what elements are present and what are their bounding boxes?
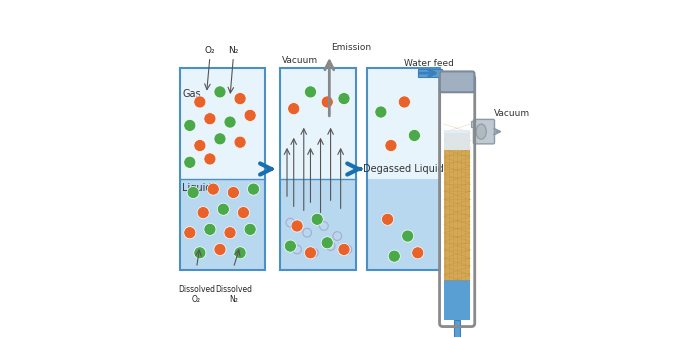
Circle shape [187,187,200,198]
Bar [367,179,440,270]
Bar [280,68,356,270]
Circle shape [217,203,229,215]
Circle shape [311,213,323,225]
Bar [444,278,471,320]
Circle shape [398,96,410,108]
Text: Vacuum: Vacuum [282,56,318,65]
Circle shape [409,129,420,142]
Text: N₂: N₂ [228,46,239,55]
Circle shape [382,213,394,225]
Bar [471,121,476,127]
Circle shape [227,187,239,198]
Circle shape [234,136,246,148]
Circle shape [305,247,316,259]
Circle shape [207,183,219,195]
Circle shape [194,247,206,259]
Circle shape [197,207,209,219]
Text: O₂: O₂ [204,46,215,55]
Bar [454,320,460,338]
Circle shape [204,113,216,125]
Text: Vacuum: Vacuum [494,109,530,118]
Circle shape [224,116,236,128]
Bar [444,133,471,280]
Text: Emission: Emission [331,43,371,52]
Circle shape [411,247,424,259]
Circle shape [204,223,216,235]
Bar [180,68,265,270]
Bar [448,72,455,85]
Text: Dissolved
N₂: Dissolved N₂ [215,285,252,304]
Circle shape [194,96,206,108]
FancyBboxPatch shape [440,71,475,92]
Circle shape [288,103,300,115]
Circle shape [224,227,236,239]
Text: Liquid: Liquid [182,183,212,193]
Circle shape [244,109,256,121]
Circle shape [321,96,333,108]
Circle shape [402,230,413,242]
Circle shape [184,119,196,131]
Circle shape [184,227,196,239]
Circle shape [244,223,256,235]
Circle shape [234,93,246,105]
Circle shape [291,220,303,232]
Text: Degassed Liquid: Degassed Liquid [363,164,444,174]
Circle shape [338,243,350,256]
Circle shape [214,86,226,98]
Bar [418,69,442,77]
Circle shape [194,140,206,151]
Circle shape [321,237,333,249]
Circle shape [338,93,350,105]
Circle shape [248,183,259,195]
Circle shape [375,106,387,118]
Circle shape [214,243,226,256]
Bar [180,179,265,270]
FancyBboxPatch shape [473,119,495,144]
Circle shape [284,240,297,252]
Bar [444,130,471,150]
Bar [280,68,356,179]
Text: Dissolved
O₂: Dissolved O₂ [178,285,215,304]
Circle shape [184,156,196,168]
Text: Water feed: Water feed [404,59,454,68]
Circle shape [385,140,397,151]
Circle shape [237,207,250,219]
Ellipse shape [476,124,486,139]
Bar [180,68,265,179]
Circle shape [305,86,316,98]
Text: Gas: Gas [182,89,201,99]
Bar [367,68,440,270]
Bar [367,68,440,179]
Circle shape [234,247,246,259]
Circle shape [204,153,216,165]
Circle shape [214,133,226,145]
Circle shape [388,250,400,262]
Bar [280,179,356,270]
